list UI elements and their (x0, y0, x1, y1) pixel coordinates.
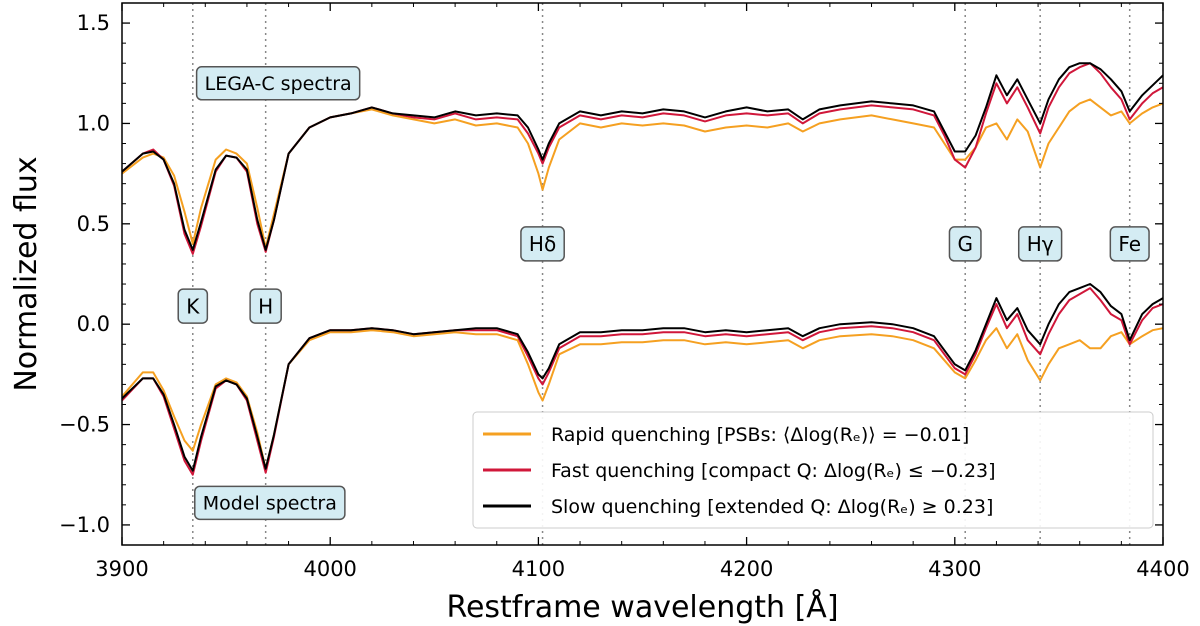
series-line-0 (121, 98, 1164, 249)
marker-label-k: K (177, 288, 209, 324)
x-tick-label-5: 4400 (1136, 557, 1189, 581)
series-line-2 (121, 62, 1164, 251)
marker-label-fe: Fe (1109, 226, 1150, 262)
legend-label-1: Fast quenching [compact Q: Δlog(Rₑ) ≤ −0… (551, 460, 996, 482)
x-axis-label: Restframe wavelength [Å] (446, 589, 838, 625)
series-line-5 (121, 283, 1164, 472)
marker-label-k-text: K (186, 294, 200, 318)
marker-label-hγ-box (1017, 226, 1063, 262)
legend-label-2: Slow quenching [extended Q: Δlog(Rₑ) ≥ 0… (551, 496, 993, 518)
marker-labels: K H Hδ G Hγ Fe (177, 226, 1150, 324)
marker-label-hδ-box (520, 226, 565, 262)
y-tick-label-4: 1.0 (77, 111, 110, 135)
marker-label-g: G (948, 226, 982, 262)
marker-label-hγ-text: Hγ (1027, 232, 1054, 256)
marker-label-h-text: H (258, 294, 273, 318)
y-axis-label: Normalized flux (9, 156, 44, 391)
y-tick-label-1: −0.5 (59, 413, 110, 437)
x-tick-label-1: 4000 (303, 557, 356, 581)
marker-label-g-box (948, 226, 982, 262)
annotation-0-text: LEGA-C spectra (205, 73, 352, 95)
annotation-1-box (194, 485, 346, 521)
x-tick-label-3: 4200 (720, 557, 773, 581)
y-tick-label-0: −1.0 (59, 513, 110, 537)
y-tick-label-5: 1.5 (77, 11, 110, 35)
legend-label-0: Rapid quenching [PSBs: ⟨Δlog(Rₑ)⟩ = −0.0… (551, 424, 969, 446)
annotation-0: LEGA-C spectra (195, 66, 361, 101)
legend-box (472, 411, 1154, 529)
annotations: LEGA-C spectra Model spectra (194, 66, 361, 521)
legend: Rapid quenching [PSBs: ⟨Δlog(Rₑ)⟩ = −0.0… (472, 411, 1154, 529)
marker-label-hδ-text: Hδ (529, 232, 556, 256)
marker-label-fe-box (1109, 226, 1150, 262)
marker-label-hδ: Hδ (520, 226, 565, 262)
marker-label-k-box (177, 288, 209, 324)
annotation-1: Model spectra (194, 485, 346, 521)
marker-label-hγ: Hγ (1017, 226, 1063, 262)
y-tick-label-2: 0.0 (77, 312, 110, 336)
axis-ticks: 3900 4000 4100 4200 4300 4400 −1.0 −0.5 0.0 0.5 1.… (59, 3, 1190, 581)
plot-frame (121, 2, 1164, 546)
x-tick-label-0: 3900 (95, 557, 148, 581)
x-tick-label-2: 4100 (512, 557, 565, 581)
x-tick-label-4: 4300 (928, 557, 981, 581)
marker-label-h: H (249, 288, 282, 324)
series-lines (121, 62, 1164, 476)
y-tick-label-3: 0.5 (77, 212, 110, 236)
marker-label-h-box (249, 288, 282, 324)
marker-label-g-text: G (957, 232, 973, 256)
annotation-0-box (195, 66, 361, 101)
marker-label-fe-text: Fe (1118, 232, 1141, 256)
annotation-1-text: Model spectra (203, 493, 337, 515)
